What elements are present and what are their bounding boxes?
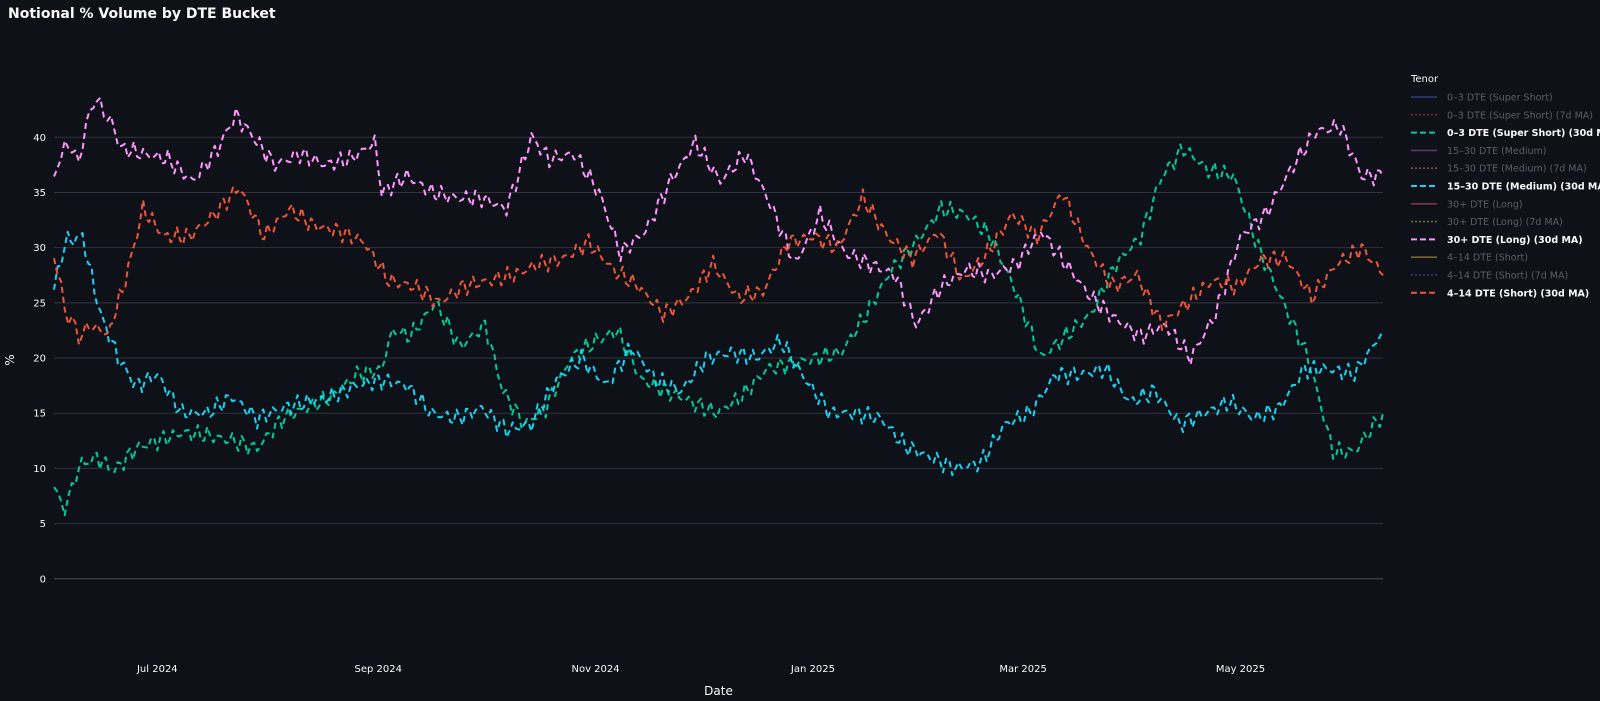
- legend-item[interactable]: 30+ DTE (Long): [1411, 199, 1523, 210]
- legend-item[interactable]: 15–30 DTE (Medium) (30d MA): [1411, 182, 1600, 193]
- series-line: [53, 143, 1384, 517]
- legend-label: 0–3 DTE (Super Short): [1447, 93, 1553, 104]
- legend-title: Tenor: [1410, 74, 1439, 85]
- y-tick-label: 40: [33, 133, 46, 144]
- y-axis-ticks: 0 5 10 15 20 25 30 35 40: [33, 133, 46, 586]
- legend-item[interactable]: 0–3 DTE (Super Short): [1411, 93, 1553, 104]
- series-lines: [53, 96, 1384, 517]
- legend-label: 30+ DTE (Long) (30d MA): [1447, 235, 1583, 246]
- y-tick-label: 0: [40, 574, 46, 585]
- legend-item[interactable]: 4–14 DTE (Short) (7d MA): [1411, 271, 1568, 282]
- legend: Tenor 0–3 DTE (Super Short) 0–3 DTE (Supe…: [1410, 74, 1600, 299]
- legend-item[interactable]: 30+ DTE (Long) (30d MA): [1411, 235, 1583, 246]
- y-tick-label: 15: [33, 409, 46, 420]
- series-line: [53, 230, 1384, 477]
- legend-item[interactable]: 4–14 DTE (Short) (30d MA): [1411, 288, 1589, 299]
- series-line: [53, 186, 1384, 346]
- legend-item[interactable]: 15–30 DTE (Medium) (7d MA): [1411, 164, 1587, 175]
- x-axis-ticks: Jul 2024 Sep 2024 Nov 2024 Jan 2025 Mar 2025…: [136, 664, 1265, 675]
- x-tick-label: Jul 2024: [136, 664, 178, 675]
- legend-label: 0–3 DTE (Super Short) (30d MA): [1447, 128, 1600, 139]
- x-tick-label: Nov 2024: [571, 664, 619, 675]
- legend-item[interactable]: 30+ DTE (Long) (7d MA): [1411, 217, 1563, 228]
- y-tick-label: 35: [33, 188, 46, 199]
- legend-item[interactable]: 4–14 DTE (Short): [1411, 253, 1528, 264]
- chart-title: Notional % Volume by DTE Bucket: [8, 6, 276, 22]
- x-tick-label: May 2025: [1216, 664, 1265, 675]
- y-tick-label: 5: [40, 519, 46, 530]
- legend-label: 4–14 DTE (Short) (30d MA): [1447, 288, 1589, 299]
- legend-label: 15–30 DTE (Medium): [1447, 146, 1547, 157]
- y-tick-label: 10: [33, 464, 46, 475]
- legend-label: 4–14 DTE (Short): [1447, 253, 1528, 264]
- y-tick-label: 20: [33, 354, 46, 365]
- legend-label: 30+ DTE (Long): [1447, 199, 1523, 210]
- y-axis-title: %: [3, 354, 17, 365]
- legend-item[interactable]: 15–30 DTE (Medium): [1411, 146, 1547, 157]
- legend-item[interactable]: 0–3 DTE (Super Short) (7d MA): [1411, 110, 1593, 121]
- series-line: [53, 96, 1384, 366]
- x-axis-title: Date: [704, 684, 733, 698]
- gridlines: [54, 136, 1383, 580]
- x-tick-label: Sep 2024: [354, 664, 401, 675]
- x-tick-label: Mar 2025: [999, 664, 1047, 675]
- y-tick-label: 30: [33, 243, 46, 254]
- legend-label: 15–30 DTE (Medium) (7d MA): [1447, 164, 1587, 175]
- y-tick-label: 25: [33, 298, 46, 309]
- x-tick-label: Jan 2025: [790, 664, 835, 675]
- legend-label: 4–14 DTE (Short) (7d MA): [1447, 271, 1568, 282]
- legend-item[interactable]: 0–3 DTE (Super Short) (30d MA): [1411, 128, 1600, 139]
- legend-label: 15–30 DTE (Medium) (30d MA): [1447, 182, 1600, 193]
- legend-label: 0–3 DTE (Super Short) (7d MA): [1447, 110, 1593, 121]
- legend-label: 30+ DTE (Long) (7d MA): [1447, 217, 1563, 228]
